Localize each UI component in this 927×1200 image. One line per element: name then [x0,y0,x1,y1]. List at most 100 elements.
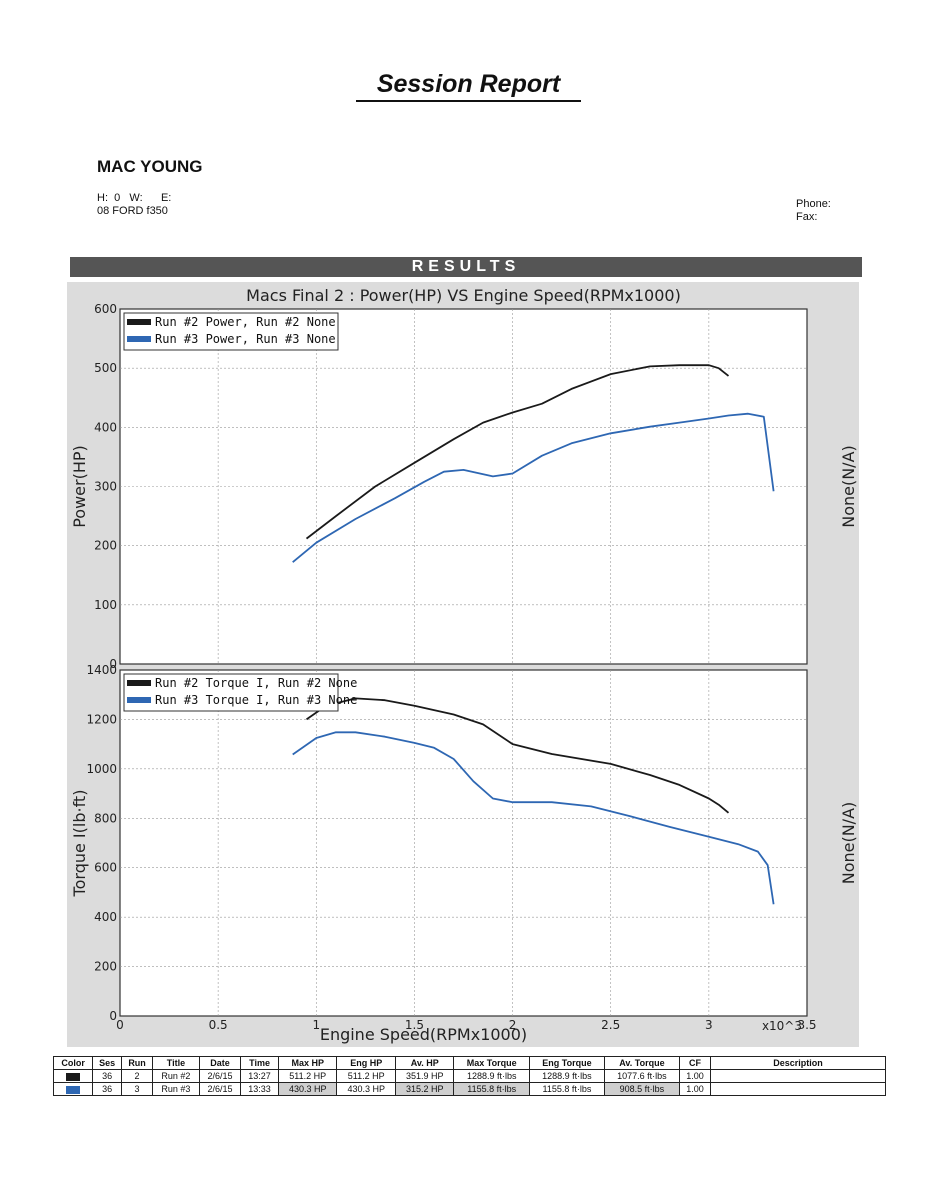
color-cell [52,1069,94,1083]
x-tick-label: 1 [312,1018,320,1032]
series-line-2 [292,731,775,905]
cell-eng-torque: 1155.8 ft·lbs [528,1082,605,1096]
legend-swatch [127,697,151,703]
series-line-1 [305,364,730,540]
column-header: Max Torque [453,1056,530,1070]
cell-description [710,1082,886,1096]
results-banner: RESULTS [70,257,862,277]
chart-panel: 0 100 200 300 400 500 600 Macs Final 2 : Power(… [67,282,859,1047]
cell-cf: 1.00 [678,1069,712,1083]
cell-title: Run #3 [152,1082,200,1096]
table-header-row: Color Ses Run Title Date Time Max HP Eng HP Av. … [52,1056,886,1070]
run-summary-table: Color Ses Run Title Date Time Max HP Eng HP Av. … [52,1056,886,1096]
column-header: Eng Torque [528,1056,605,1070]
color-swatch [66,1072,81,1081]
column-header: Title [152,1056,200,1070]
x-tick-label: 2.5 [601,1018,620,1032]
y-tick-label: 800 [94,811,117,825]
y-tick-label: 600 [94,302,117,316]
cell-date: 2/6/15 [198,1069,242,1083]
legend-swatch [127,319,151,325]
y-tick-label: 1200 [86,712,117,726]
series-line-2 [292,412,775,563]
x-tick-label: 1.5 [405,1018,424,1032]
column-header: CF [678,1056,712,1070]
cell-run: 2 [121,1069,154,1083]
x-tick-label: 2 [509,1018,517,1032]
x-tick-label: 3 [705,1018,713,1032]
column-header: Max HP [277,1056,338,1070]
cell-ses: 36 [92,1082,123,1096]
x-multiplier-label: x10^3 [762,1019,802,1033]
legend-swatch [127,680,151,686]
cell-eng-hp: 511.2 HP [336,1069,396,1083]
legend-entry: Run #3 Torque I, Run #3 None [155,693,357,707]
plot-frame-0 [119,308,808,665]
cell-run: 3 [121,1082,154,1096]
legend-box [123,312,339,351]
cell-description [710,1069,886,1083]
page-title: Session Report [356,70,581,102]
y2-axis-label: None(N/A) [839,445,858,528]
cell-cf: 1.00 [678,1082,712,1096]
cell-date: 2/6/15 [198,1082,242,1096]
x-axis-label: Engine Speed(RPMx1000) [320,1025,527,1044]
customer-name: MAC YOUNG [97,157,203,176]
charts-svg: 0 100 200 300 400 500 600 Macs Final 2 : Power(… [70,286,858,1044]
column-header: Av. Torque [603,1056,680,1070]
cell-ses: 36 [92,1069,123,1083]
y-tick-label: 1000 [86,762,117,776]
y-tick-label: 100 [94,598,117,612]
cell-av-hp: 315.2 HP [394,1082,455,1096]
hwe-line: H: 0 W: E: [97,192,172,204]
cell-av-hp: 351.9 HP [394,1069,455,1083]
cell-max-hp: 511.2 HP [277,1069,338,1083]
legend-box [123,673,339,712]
x-tick-label: 0.5 [209,1018,228,1032]
color-swatch [66,1085,81,1094]
legend-entry: Run #2 Power, Run #2 None [155,315,336,329]
column-header: Color [52,1056,94,1070]
column-header: Date [198,1056,242,1070]
y-tick-label: 400 [94,910,117,924]
cell-max-torque: 1155.8 ft·lbs [453,1082,530,1096]
cell-av-torque: 1077.6 ft·lbs [603,1069,680,1083]
chart-title: Macs Final 2 : Power(HP) VS Engine Speed… [246,286,681,305]
y-axis-label: Power(HP) [70,445,89,528]
fax-label: Fax: [796,211,818,223]
y-tick-label: 500 [94,361,117,375]
column-header: Description [710,1056,886,1070]
vehicle-line: 08 FORD f350 [97,205,168,217]
column-header: Ses [92,1056,123,1070]
legend-entry: Run #3 Power, Run #3 None [155,332,336,346]
cell-av-torque: 908.5 ft·lbs [603,1082,680,1096]
y-tick-label: 400 [94,420,117,434]
color-cell [52,1082,94,1096]
phone-label: Phone: [796,198,831,210]
plot-frame-1 [119,669,808,1017]
table-body: 36 2 Run #2 2/6/15 13:27 511.2 HP 511.2 HP 351.… [52,1069,886,1096]
cell-time: 13:27 [240,1069,279,1083]
cell-max-torque: 1288.9 ft·lbs [453,1069,530,1083]
legend-entry: Run #2 Torque I, Run #2 None [155,676,357,690]
y-tick-label: 200 [94,539,117,553]
vehicle-info: H: 0 W: E: 08 FORD f350 [97,192,171,218]
y-axis-label: Torque I(lb·ft) [70,790,89,898]
y-tick-label: 300 [94,480,117,494]
cell-time: 13:33 [240,1082,279,1096]
cell-title: Run #2 [152,1069,200,1083]
table-row: 36 2 Run #2 2/6/15 13:27 511.2 HP 511.2 HP 351.… [52,1069,886,1083]
contact-info: Phone: Fax: [796,198,831,224]
column-header: Time [240,1056,279,1070]
table-row: 36 3 Run #3 2/6/15 13:33 430.3 HP 430.3 HP 315.… [52,1082,886,1096]
y-tick-label: 0 [109,657,117,671]
series-line-1 [305,697,730,814]
column-header: Run [121,1056,154,1070]
y2-axis-label: None(N/A) [839,802,858,885]
y-tick-label: 600 [94,861,117,875]
y-tick-label: 200 [94,960,117,974]
cell-eng-hp: 430.3 HP [336,1082,396,1096]
x-tick-label: 0 [116,1018,124,1032]
x-tick-label: 3.5 [797,1018,816,1032]
legend-swatch [127,336,151,342]
